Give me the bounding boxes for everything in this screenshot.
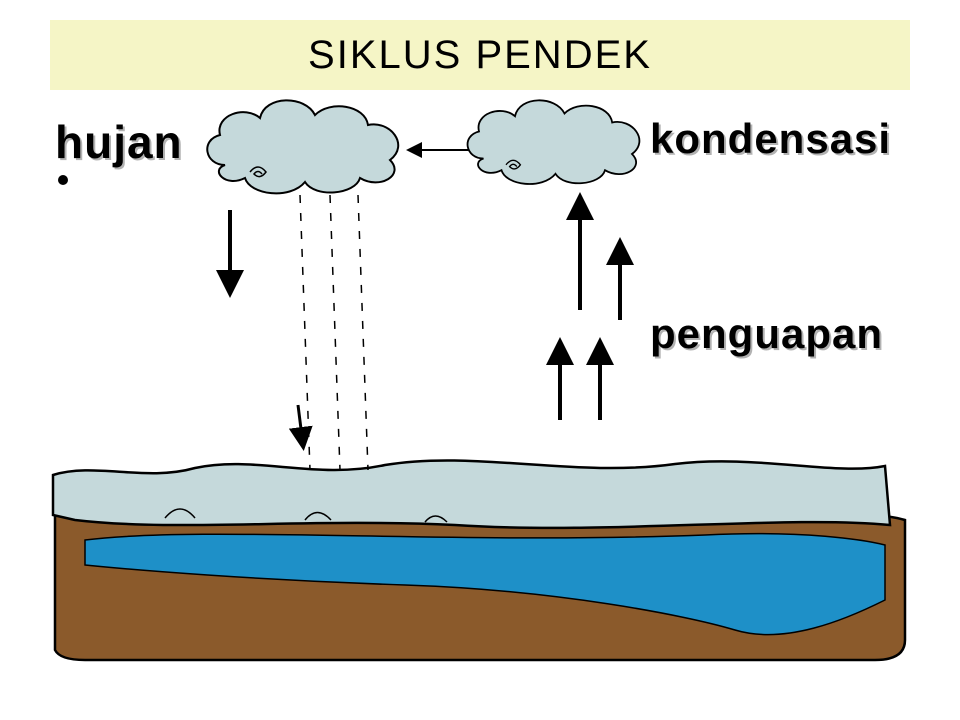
arrows-group <box>230 150 620 445</box>
terrain-group <box>53 460 905 660</box>
rain-dashes <box>300 195 368 470</box>
clouds-group <box>207 100 639 193</box>
diagram-canvas <box>0 0 960 720</box>
